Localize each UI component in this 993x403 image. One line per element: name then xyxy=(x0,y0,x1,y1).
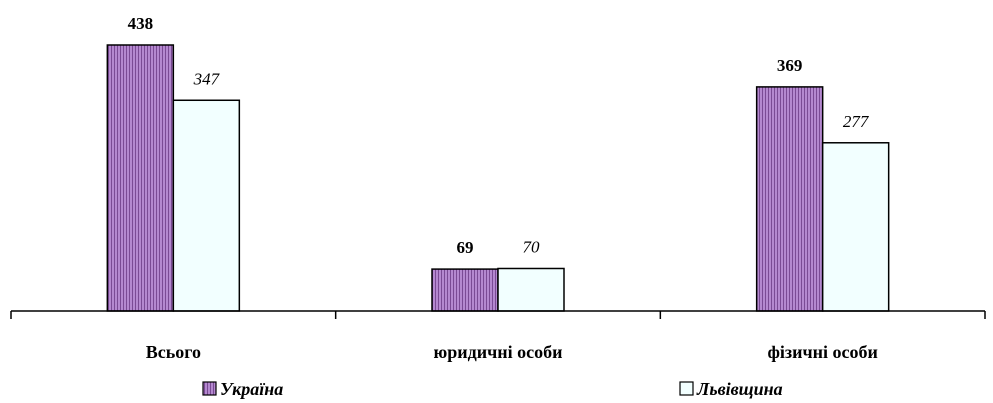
bar-ukraine-2 xyxy=(755,86,824,312)
data-label-lviv-1: 70 xyxy=(523,237,541,256)
bar-ukraine-0 xyxy=(106,44,175,312)
x-tick-label-2: фізичні особи xyxy=(767,342,877,362)
legend-label-lviv: Львівщина xyxy=(696,379,783,399)
data-label-ukraine-2: 369 xyxy=(777,56,803,75)
bar-lviv-1 xyxy=(497,267,565,312)
data-label-lviv-2: 277 xyxy=(843,112,870,131)
x-tick-label-1: юридичні особи xyxy=(434,342,563,362)
plot-area: 438 347 69 70 369 277 xyxy=(106,14,890,312)
legend: Україна Львівщина xyxy=(202,379,783,399)
x-axis: Всього юридичні особи фізичні особи xyxy=(10,310,986,362)
x-tick-label-0: Всього xyxy=(146,342,201,362)
bar-lviv-0 xyxy=(172,99,241,312)
data-label-ukraine-1: 69 xyxy=(457,238,474,257)
bar-lviv-2 xyxy=(821,142,890,312)
legend-label-ukraine: Україна xyxy=(220,379,283,399)
bar-ukraine-1 xyxy=(431,268,499,312)
data-label-lviv-0: 347 xyxy=(193,69,221,88)
legend-swatch-ukraine xyxy=(202,381,217,396)
legend-swatch-lviv xyxy=(679,381,694,396)
data-label-ukraine-0: 438 xyxy=(128,14,154,33)
